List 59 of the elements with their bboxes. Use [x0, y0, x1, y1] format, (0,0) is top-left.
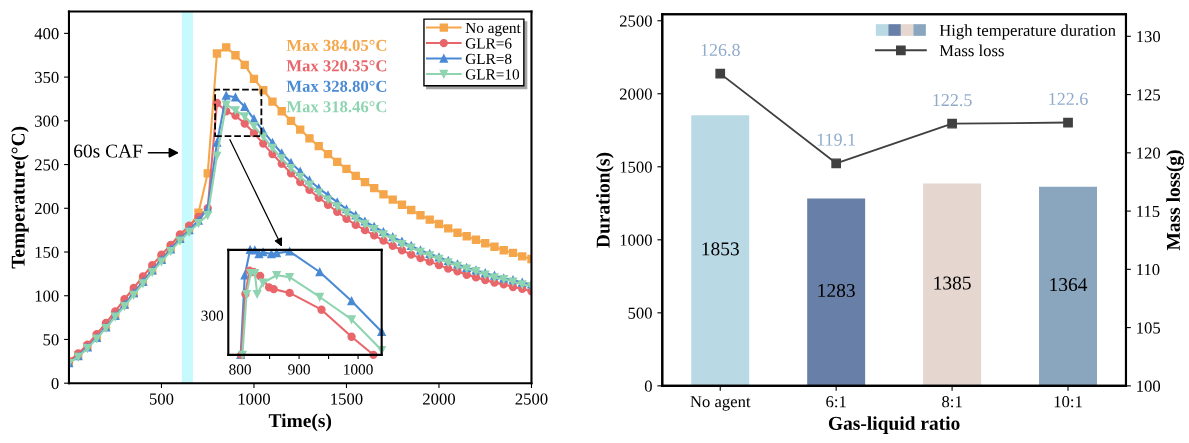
- y-tick-label: 500: [628, 307, 652, 319]
- y2-axis-title: Mass loss(g): [1166, 150, 1185, 251]
- data-label: 1385: [934, 276, 971, 290]
- x-tick-label: 2500: [515, 393, 548, 405]
- x-tick-label: No agent: [690, 396, 751, 411]
- y-axis-title: Duration(s): [596, 152, 614, 248]
- legend-label: Mass loss: [939, 44, 1004, 57]
- y-tick-label: 400: [34, 28, 59, 40]
- x-tick-label: 500: [149, 393, 174, 405]
- legend-label: GLR=10: [465, 69, 520, 80]
- x-tick-label: 1000: [238, 393, 270, 405]
- y2-tick-label: 100: [1137, 380, 1161, 392]
- annotation: Max 320.35°C: [286, 60, 387, 72]
- annotation: 300: [201, 310, 224, 321]
- x-tick-label: 800: [229, 364, 251, 375]
- y-tick-label: 300: [35, 115, 59, 127]
- data-label: 1853: [702, 242, 739, 256]
- x-tick-label: 8:1: [942, 396, 962, 408]
- data-label: 1364: [1050, 278, 1088, 292]
- y-tick-label: 250: [34, 159, 59, 171]
- legend-label: High temperature duration: [939, 24, 1116, 40]
- y-tick-label: 0: [644, 380, 652, 392]
- annotation: Max 384.05°C: [286, 39, 387, 52]
- y2-tick-label: 110: [1137, 264, 1160, 276]
- y-tick-label: 100: [35, 290, 59, 302]
- y2-tick-label: 120: [1137, 147, 1161, 159]
- legend-label: No agent: [465, 22, 521, 37]
- x-axis-title: Gas-liquid ratio: [828, 416, 960, 434]
- data-label: 122.5: [933, 94, 972, 107]
- y-tick-label: 1000: [620, 234, 652, 246]
- y-tick-label: 1500: [620, 161, 652, 173]
- x-axis-title: Time(s): [268, 413, 332, 432]
- y2-tick-label: 130: [1137, 31, 1161, 43]
- y-tick-label: 2000: [619, 88, 652, 100]
- y-axis-title: Temperature(°C): [11, 126, 29, 269]
- y-tick-label: 2500: [619, 15, 652, 27]
- legend-label: GLR=8: [465, 53, 512, 65]
- y-tick-label: 350: [35, 71, 59, 84]
- y2-tick-label: 115: [1137, 205, 1160, 218]
- x-tick-label: 900: [288, 364, 310, 375]
- data-label: 119.1: [817, 133, 856, 146]
- data-label: 122.6: [1049, 92, 1088, 106]
- x-tick-label: 6:1: [826, 396, 846, 408]
- y2-tick-label: 105: [1137, 322, 1161, 334]
- y-tick-label: 200: [34, 202, 59, 215]
- data-label: 1283: [818, 283, 855, 298]
- y-tick-label: 0: [51, 377, 59, 390]
- band-label: 60s CAF: [74, 144, 143, 158]
- annotation: Max 318.46°C: [286, 101, 387, 113]
- y2-tick-label: 125: [1137, 89, 1161, 101]
- y-tick-label: 150: [35, 246, 59, 258]
- x-tick-label: 1500: [331, 393, 363, 405]
- y-tick-label: 50: [43, 334, 59, 346]
- data-label: 126.8: [701, 43, 740, 57]
- x-tick-label: 2000: [423, 393, 456, 405]
- annotation: Max 328.80°C: [286, 80, 387, 92]
- x-tick-label: 1000: [344, 364, 373, 375]
- x-tick-label: 10:1: [1054, 396, 1082, 408]
- legend-label: GLR=6: [465, 38, 512, 49]
